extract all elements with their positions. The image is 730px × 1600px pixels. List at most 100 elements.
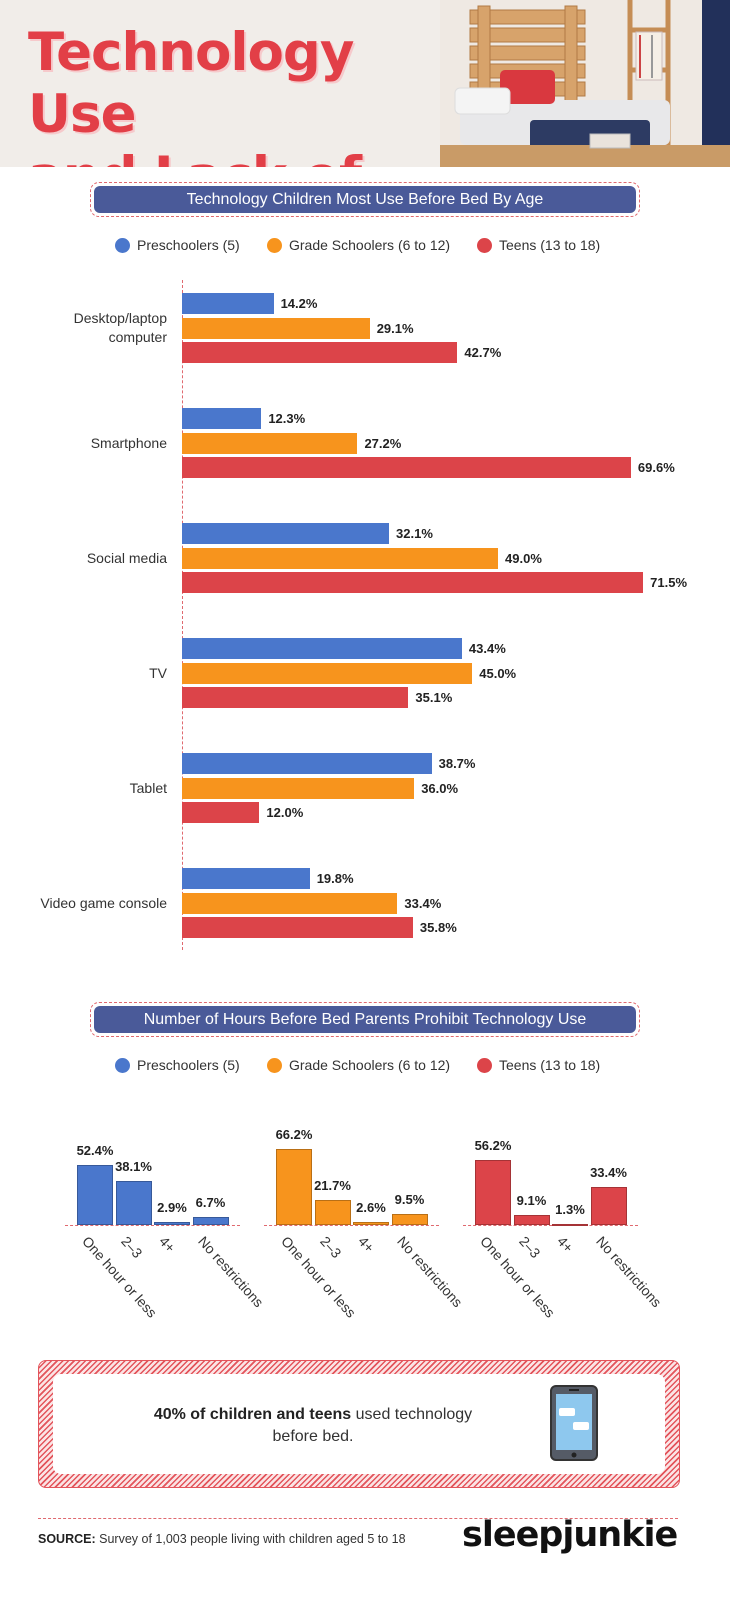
chart1-bar xyxy=(182,868,310,889)
chart1-bar xyxy=(182,572,644,593)
source-label: SOURCE: xyxy=(38,1532,96,1546)
chart1-bar-value: 69.6% xyxy=(637,460,675,475)
legend-item-preschoolers: Preschoolers (5) xyxy=(115,237,240,253)
chart1-bar xyxy=(182,547,499,569)
title-line-2: and Lack of Sleep xyxy=(28,146,458,167)
legend-swatch-grade-schoolers xyxy=(267,238,282,253)
chart1-bar xyxy=(182,777,415,799)
chart1-bar-value: 14.2% xyxy=(280,296,318,311)
legend-label-grade-schoolers: Grade Schoolers (6 to 12) xyxy=(289,237,451,253)
chart1-bar-value: 32.1% xyxy=(396,526,433,541)
chart2-tick-label: 2–3 xyxy=(515,1233,544,1262)
chart1-bar-value: 35.1% xyxy=(415,690,453,705)
chart2-bar-value: 38.1% xyxy=(115,1159,152,1175)
chart2-bar xyxy=(513,1214,550,1225)
chart1-bar xyxy=(182,523,390,544)
source-text: Survey of 1,003 people living with child… xyxy=(95,1532,406,1546)
chart2-tick-label: 4+ xyxy=(156,1233,179,1256)
chart2-bar xyxy=(552,1223,588,1226)
legend-swatch-teens xyxy=(477,238,492,253)
chart1-bar-value: 43.4% xyxy=(468,641,506,656)
chart1-bar-value: 27.2% xyxy=(364,435,402,451)
chart1-category-label: Video game console xyxy=(40,894,167,911)
chart2-bar-value: 56.2% xyxy=(474,1138,512,1154)
chart1-bar xyxy=(182,432,358,454)
stat-callout-bold: 40% of children and teens xyxy=(153,1406,352,1423)
chart1-category-label: Smartphone xyxy=(90,434,167,451)
chart2-column-charts: 52.4% One hour or less 38.1% 2–3 2.9% 4+ 6.7% N… xyxy=(0,1090,730,1340)
chart2-bar-value: 21.7% xyxy=(314,1178,351,1194)
chart1-bar xyxy=(182,408,262,429)
chart1-axis xyxy=(182,280,183,950)
chart1-bar-value: 12.3% xyxy=(268,411,306,426)
chart2-tick-label: 4+ xyxy=(355,1233,378,1256)
chart1-category-label: Desktop/laptop computer xyxy=(73,310,167,345)
legend2-item-teens: Teens (13 to 18) xyxy=(477,1057,600,1073)
chart1-horizontal-bar-chart: Desktop/laptop computer 14.2% 29.1% 42.7% Sm… xyxy=(0,280,730,980)
chart2-bar-value: 2.6% xyxy=(356,1200,386,1215)
legend2-label-preschoolers: Preschoolers (5) xyxy=(137,1057,240,1073)
chart1-title-banner: Technology Children Most Use Before Bed … xyxy=(90,182,640,217)
chart2-title-banner: Number of Hours Before Bed Parents Prohi… xyxy=(90,1002,640,1037)
chart1-bar-value: 33.4% xyxy=(404,895,442,911)
chart2-baseline xyxy=(65,1225,240,1226)
chart1-bar xyxy=(182,753,432,774)
chart2-bar-value: 33.4% xyxy=(590,1164,627,1180)
chart1-bar xyxy=(182,687,409,708)
legend2-label-teens: Teens (13 to 18) xyxy=(499,1057,601,1073)
chart2-bar-value: 1.3% xyxy=(555,1201,585,1217)
chart1-bar xyxy=(182,638,462,659)
chart2-bar xyxy=(115,1181,152,1225)
chart1-bar xyxy=(182,892,398,914)
chart1-bar-value: 29.1% xyxy=(376,320,414,336)
chart1-bar-value: 19.8% xyxy=(316,871,354,886)
chart1-bar xyxy=(182,342,458,363)
chart2-tick-label: 4+ xyxy=(554,1233,577,1256)
legend2-swatch-teens xyxy=(477,1058,492,1073)
chart2-tick-label: No restrictions xyxy=(393,1233,466,1311)
chart2-bar-value: 9.5% xyxy=(394,1192,425,1208)
chart1-bar xyxy=(182,662,473,684)
chart1-bar xyxy=(182,293,274,314)
smartphone-icon xyxy=(550,1385,598,1461)
chart2-tick-label: No restrictions xyxy=(592,1233,665,1311)
legend-label-preschoolers: Preschoolers (5) xyxy=(137,237,240,253)
chart1-category-label: TV xyxy=(149,664,167,681)
chart2-bar-value: 66.2% xyxy=(275,1126,313,1142)
header-banner: Technology Use and Lack of Sleep xyxy=(0,0,730,167)
chart2-tick-label: No restrictions xyxy=(194,1233,267,1311)
chart2-bar xyxy=(391,1214,428,1225)
chart1-bar-value: 38.7% xyxy=(438,756,476,771)
legend2-label-grade-schoolers: Grade Schoolers (6 to 12) xyxy=(289,1057,451,1073)
chart2-baseline xyxy=(463,1225,638,1226)
stat-callout-card: 40% of children and teens used technolog… xyxy=(53,1374,665,1474)
chart2-bar xyxy=(314,1200,351,1225)
footer-divider xyxy=(38,1518,678,1519)
chart2-tick-label: 2–3 xyxy=(117,1233,146,1262)
bedroom-illustration xyxy=(440,0,730,167)
chart2-bar xyxy=(590,1186,627,1225)
chart2-bar xyxy=(192,1217,229,1225)
chart1-bar xyxy=(182,802,260,823)
legend-label-teens: Teens (13 to 18) xyxy=(499,237,601,253)
title-line-1: Technology Use xyxy=(28,22,354,145)
chart2-bar-value: 9.1% xyxy=(516,1192,547,1208)
page-title: Technology Use and Lack of Sleep xyxy=(28,22,458,167)
chart2-bar-value: 52.4% xyxy=(76,1142,114,1158)
chart2-bar xyxy=(475,1160,511,1225)
chart2-bar xyxy=(77,1164,113,1225)
chart1-bar-value: 36.0% xyxy=(421,780,459,796)
chart2-bar-value: 6.7% xyxy=(195,1195,226,1211)
legend2-item-preschoolers: Preschoolers (5) xyxy=(115,1057,240,1073)
chart2-baseline xyxy=(264,1225,439,1226)
chart1-title: Technology Children Most Use Before Bed … xyxy=(94,186,636,213)
chart1-category-label: Social media xyxy=(86,549,167,566)
chart1-bar-value: 71.5% xyxy=(650,575,688,590)
chart1-bar-value: 42.7% xyxy=(464,345,502,360)
chart1-bar-value: 12.0% xyxy=(266,805,304,820)
chart2-bar xyxy=(154,1221,190,1225)
chart1-bar xyxy=(182,917,413,938)
chart2-title: Number of Hours Before Bed Parents Prohi… xyxy=(94,1006,636,1033)
chart1-bar-value: 49.0% xyxy=(505,550,542,566)
chart1-bar-value: 35.8% xyxy=(419,920,457,935)
